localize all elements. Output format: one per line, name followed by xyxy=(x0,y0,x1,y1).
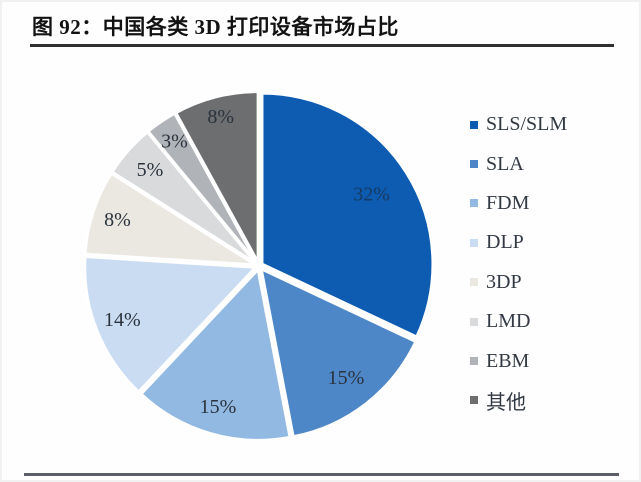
pie-slice-dlp xyxy=(83,255,258,394)
pie-data-label-ebm: 3% xyxy=(161,131,188,153)
legend-swatch-sls-slm xyxy=(470,120,478,129)
legend-swatch-dlp xyxy=(470,238,478,247)
legend-label-3dp: 3DP xyxy=(486,270,522,293)
legend-item-other: 其他 xyxy=(470,381,567,420)
pie-slice-sla xyxy=(259,267,418,439)
legend-label-lmd: LMD xyxy=(486,310,531,333)
legend-label-dlp: DLP xyxy=(486,231,524,254)
pie-slice-sls-slm xyxy=(260,91,435,339)
legend-item-ebm: EBM xyxy=(470,341,567,380)
legend-swatch-other xyxy=(470,396,478,405)
legend-swatch-fdm xyxy=(470,199,478,208)
pie-data-label-lmd: 5% xyxy=(137,159,164,181)
title-divider xyxy=(30,44,614,47)
pie-data-label-other: 8% xyxy=(207,106,234,128)
pie-data-label-3dp: 8% xyxy=(104,209,131,231)
legend-label-sls-slm: SLS/SLM xyxy=(486,113,568,136)
chart-legend: SLS/SLM SLA FDM DLP 3DP LMD EBM 其他 xyxy=(470,105,567,420)
pie-data-label-dlp: 14% xyxy=(104,309,141,331)
legend-label-fdm: FDM xyxy=(486,191,530,214)
pie-data-label-sls-slm: 32% xyxy=(353,184,390,206)
legend-item-3dp: 3DP xyxy=(470,263,567,302)
legend-item-sls-slm: SLS/SLM xyxy=(470,105,567,144)
pie-data-label-sla: 15% xyxy=(328,367,365,389)
legend-item-dlp: DLP xyxy=(470,223,567,262)
pie-data-label-fdm: 15% xyxy=(200,396,237,418)
legend-item-lmd: LMD xyxy=(470,302,567,341)
pie-slice-fdm xyxy=(139,267,292,442)
legend-swatch-3dp xyxy=(470,278,478,287)
legend-label-ebm: EBM xyxy=(486,349,530,372)
legend-swatch-ebm xyxy=(470,357,478,366)
figure-title: 图 92：中国各类 3D 打印设备市场占比 xyxy=(32,15,399,39)
legend-swatch-sla xyxy=(470,160,478,169)
pie-slice-other xyxy=(174,90,260,265)
legend-label-other: 其他 xyxy=(486,391,526,414)
legend-item-sla: SLA xyxy=(470,144,567,183)
legend-item-fdm: FDM xyxy=(470,184,567,223)
legend-swatch-lmd xyxy=(470,317,478,326)
figure-bottom-border xyxy=(24,473,619,476)
legend-label-sla: SLA xyxy=(486,152,524,175)
